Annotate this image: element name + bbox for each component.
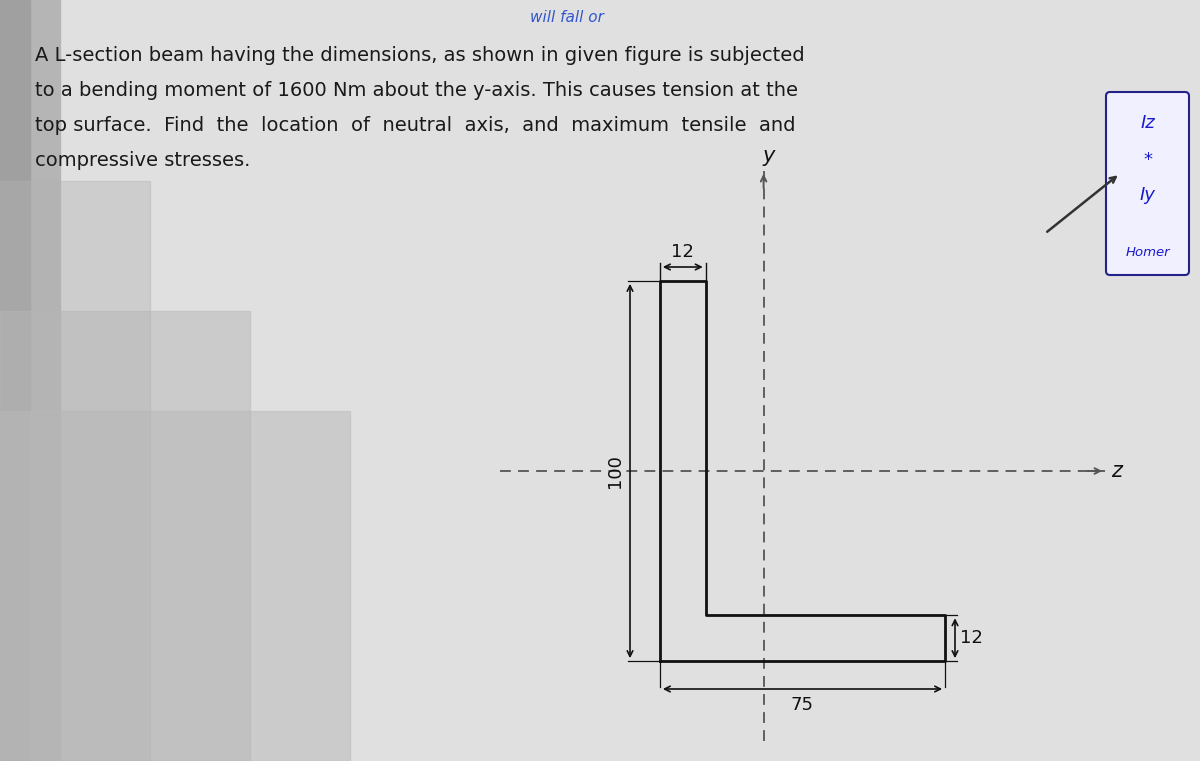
Text: compressive stresses.: compressive stresses. [35,151,251,170]
Text: z: z [1111,461,1122,481]
Bar [0,181,150,761]
FancyBboxPatch shape [1106,92,1189,275]
Text: 12: 12 [960,629,983,647]
Text: A L-section beam having the dimensions, as shown in given figure is subjected: A L-section beam having the dimensions, … [35,46,805,65]
Text: 12: 12 [671,243,695,261]
Text: 100: 100 [606,454,624,488]
Text: *: * [1142,151,1152,169]
Bar [0,311,250,761]
Text: 75: 75 [791,696,814,714]
Text: top surface.  Find  the  location  of  neutral  axis,  and  maximum  tensile  an: top surface. Find the location of neutra… [35,116,796,135]
Text: Homer: Homer [1126,246,1170,259]
Text: Iz: Iz [1140,114,1154,132]
Text: y: y [762,146,775,166]
Bar [0,0,30,761]
Text: to a bending moment of 1600 Nm about the y-axis. This causes tension at the: to a bending moment of 1600 Nm about the… [35,81,798,100]
Text: Iy: Iy [1140,186,1156,204]
Bar [0,0,60,761]
Text: will fall or: will fall or [530,11,604,26]
Bar [0,411,350,761]
